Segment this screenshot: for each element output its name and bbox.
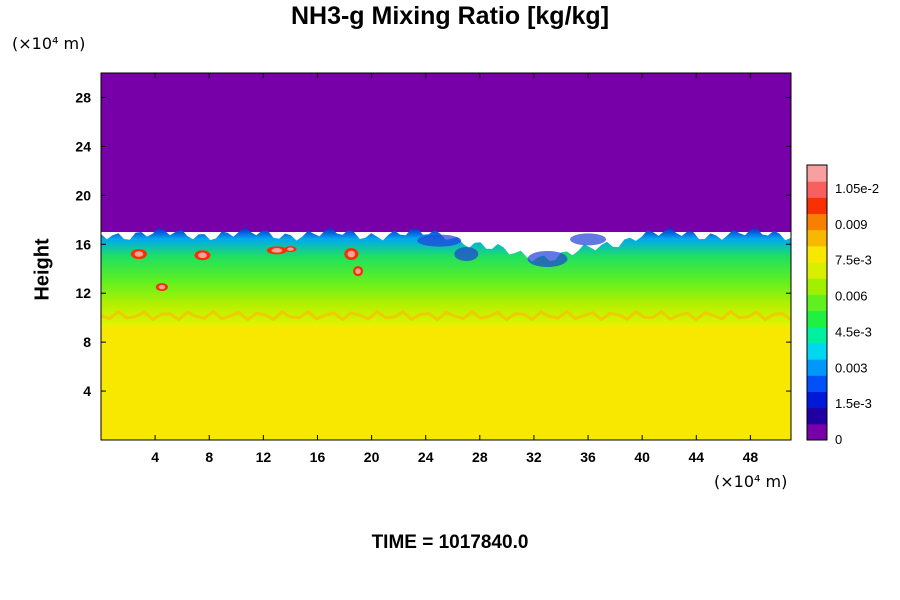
- low-value-pocket: [570, 233, 607, 246]
- time-label: TIME = 1017840.0: [371, 532, 529, 553]
- colorbar-label: 0.006: [835, 289, 868, 304]
- peak-value-blob: [347, 250, 356, 258]
- y-tick-label: 20: [75, 187, 91, 203]
- colorbar-label: 7.5e-3: [835, 253, 872, 268]
- x-tick-label: 24: [418, 449, 434, 465]
- colorbar-swatch: [807, 423, 827, 441]
- peak-value-blob: [198, 252, 207, 259]
- x-tick-label: 12: [256, 449, 272, 465]
- colorbar-swatch: [807, 375, 827, 392]
- colorbar-swatch: [807, 391, 827, 409]
- plot-frame: [100, 72, 792, 441]
- y-tick-label: 24: [75, 138, 91, 154]
- peak-value-blob: [287, 247, 294, 251]
- colorbar-label: 0.003: [835, 360, 868, 375]
- low-value-pocket: [417, 234, 462, 247]
- y-tick-label: 28: [75, 89, 91, 105]
- colorbar-swatch: [807, 294, 827, 312]
- colorbar-swatch: [807, 278, 827, 295]
- colorbar-swatch: [807, 245, 827, 263]
- colorbar-swatch: [807, 326, 827, 344]
- x-tick-label: 32: [526, 449, 542, 465]
- peak-value-blob: [271, 248, 283, 253]
- low-value-pocket: [527, 250, 568, 267]
- y-axis-unit: (×10⁴ m): [12, 34, 86, 53]
- colorbar-label: 1.05e-2: [835, 181, 879, 196]
- y-tick-label: 4: [83, 383, 91, 399]
- x-tick-label: 44: [689, 449, 705, 465]
- peak-value-blob: [355, 268, 361, 274]
- peak-value-blob: [158, 284, 166, 290]
- colorbar-swatch: [807, 181, 827, 198]
- y-axis-ticks: 4 8 12 16 20 24 28: [75, 89, 791, 399]
- x-tick-label: 4: [151, 449, 159, 465]
- colorbar-label: 4.5e-3: [835, 324, 872, 339]
- y-tick-label: 12: [75, 285, 91, 301]
- colorbar-swatch: [807, 310, 827, 328]
- peak-value-blob: [134, 251, 144, 257]
- upper-region: [101, 73, 791, 233]
- colorbar-frame: [806, 164, 828, 441]
- colorbar-swatch: [807, 165, 827, 182]
- colorbar-swatch: [807, 213, 827, 231]
- colorbar-swatch: [807, 197, 827, 215]
- x-axis-unit: (×10⁴ m): [714, 472, 788, 491]
- colorbar-label: 1.5e-3: [835, 396, 872, 411]
- lower-region: [101, 317, 791, 440]
- colorbar-label: 0.009: [835, 217, 868, 232]
- fringe-contour: [101, 309, 791, 322]
- colorbar-swatch: [807, 342, 827, 360]
- x-tick-label: 28: [472, 449, 488, 465]
- colorbar-swatch: [807, 229, 827, 247]
- low-value-pocket: [454, 247, 479, 262]
- x-tick-label: 8: [205, 449, 213, 465]
- x-tick-label: 20: [364, 449, 380, 465]
- x-tick-label: 16: [310, 449, 326, 465]
- chart-title: NH3-g Mixing Ratio [kg/kg]: [290, 2, 610, 30]
- x-axis-ticks: 4 8 12 16 20 24 28 32 36 40 44 48: [151, 73, 758, 465]
- y-tick-label: 8: [83, 334, 91, 350]
- y-tick-label: 16: [75, 236, 91, 252]
- colorbar-swatch: [807, 359, 827, 376]
- x-tick-label: 36: [580, 449, 596, 465]
- colorbar-swatch: [807, 407, 827, 425]
- heatmap-field: [101, 73, 791, 440]
- colorbar: 0 1.5e-3 0.003 4.5e-3 0.006 7.5e-3 0.009 1.05e-…: [806, 164, 879, 447]
- x-tick-label: 48: [743, 449, 759, 465]
- x-tick-label: 40: [634, 449, 650, 465]
- colorbar-swatch: [807, 262, 827, 279]
- colorbar-label: 0: [835, 432, 842, 447]
